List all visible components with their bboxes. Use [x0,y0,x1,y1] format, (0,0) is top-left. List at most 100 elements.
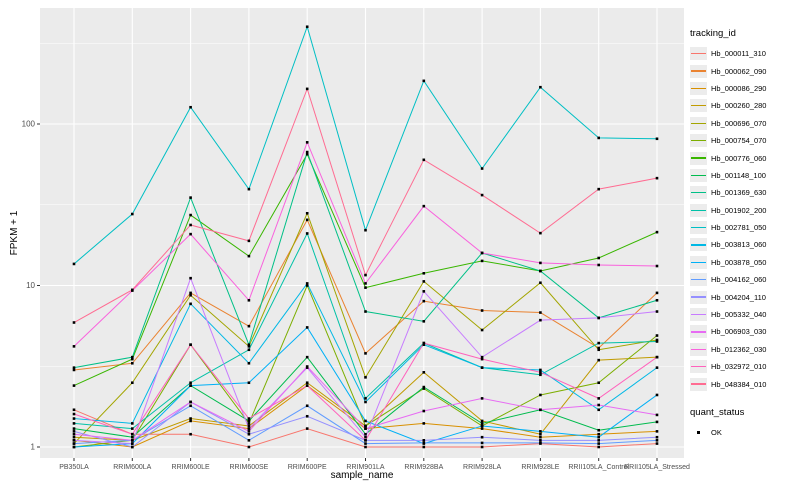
data-point [655,420,659,424]
data-point [539,393,542,397]
data-point [364,445,367,449]
legend-key-line [691,366,706,368]
data-point [422,79,426,83]
x-tick-label: RRII105LA_Stressed [624,464,690,471]
legend-label: Hb_003813_060 [711,240,767,250]
legend-title-quant-status: quant_status [690,406,745,418]
data-point [364,376,367,379]
data-point [655,442,659,445]
data-point [364,310,367,313]
data-point [247,361,251,365]
data-point [422,158,426,162]
data-point [131,357,134,361]
legend-key [690,116,707,130]
data-point [305,427,309,430]
data-point [597,263,600,267]
data-point [422,445,426,449]
legend-title-tracking-id: tracking_id [690,28,736,39]
x-tick-label: RRIM928BA [404,464,443,471]
data-point [247,324,251,328]
legend-entry: Hb_002781_050 [690,219,766,236]
data-point [480,355,484,359]
data-point [655,176,659,180]
data-point [72,445,76,449]
data-point [597,408,600,412]
data-point [655,310,659,313]
data-point [364,419,367,423]
data-point [305,365,309,368]
y-tick-label: 100 [22,120,36,129]
data-point [305,211,309,215]
data-point [422,441,426,445]
data-point [655,137,659,141]
legend-key [690,342,707,356]
data-point [539,435,542,439]
data-point [539,368,542,372]
data-point [364,273,367,277]
legend-key-line [691,209,706,211]
legend-entry: Hb_048384_010 [690,375,766,392]
data-point [72,417,76,420]
data-point [364,400,367,404]
legend-key [690,47,707,61]
legend-label: Hb_001902_200 [711,205,767,215]
data-point [247,430,251,433]
data-point [655,340,659,343]
data-point [597,428,600,432]
data-point [247,432,251,436]
data-point [422,320,426,323]
legend-key-line [691,70,706,72]
legend-label: Hb_003878_050 [711,257,767,267]
data-point [305,141,309,144]
data-point [539,85,542,89]
data-point [539,441,542,445]
data-point [539,371,542,374]
legend-key [690,273,707,287]
legend-key-line [691,313,706,316]
legend-entry: Hb_001369_630 [690,184,766,201]
data-point [189,276,192,280]
legend-key-line [691,174,706,177]
legend-key-line [691,105,706,107]
data-point [305,381,309,385]
tracking-id-legend-entries: Hb_000011_310 Hb_000062_090 Hb_000086_290 H… [690,45,766,393]
data-point [597,358,600,362]
data-point [539,432,542,436]
legend-entry: Hb_001902_200 [690,202,766,219]
data-point [72,384,76,387]
data-point [305,414,309,418]
data-point [539,311,542,314]
data-point [131,361,134,365]
legend-entry: Hb_004204_110 [690,288,766,305]
legend-label: Hb_000086_290 [711,83,767,93]
data-point [247,445,251,449]
data-point [422,409,426,413]
data-point [597,442,600,445]
data-point [539,281,542,285]
legend-label: Hb_004204_110 [711,292,766,302]
data-point [189,384,192,387]
data-point [655,230,659,234]
data-point [72,321,76,324]
data-point [72,262,76,266]
data-point [480,366,484,369]
data-point [422,439,426,442]
legend-entry: Hb_003813_060 [690,236,766,253]
legend-entry: Hb_012362_030 [690,341,766,358]
data-point [189,293,192,297]
data-point [247,345,251,348]
data-point [422,371,426,374]
legend-key [690,255,707,269]
data-point [364,286,367,289]
legend-key-line [691,226,706,229]
data-point [539,430,542,433]
data-point [305,152,309,156]
data-point [364,397,367,400]
legend-entry: Hb_000696_070 [690,115,766,132]
legend-key [690,64,707,78]
data-point [539,439,542,442]
legend-label: Hb_000260_280 [711,101,767,111]
data-point [247,348,251,352]
legend-key-line [691,296,706,298]
